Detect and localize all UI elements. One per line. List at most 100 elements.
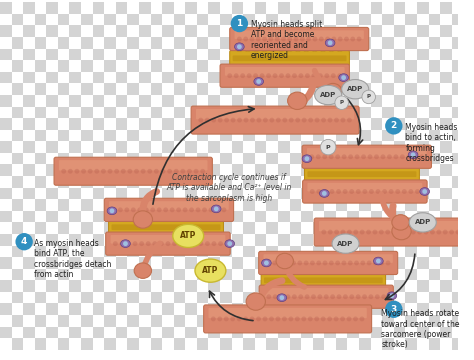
Ellipse shape [319, 190, 329, 197]
Bar [347, 222, 359, 234]
Bar [70, 153, 81, 165]
Bar [104, 280, 116, 292]
Bar [382, 257, 394, 269]
Bar [162, 292, 174, 303]
Ellipse shape [133, 211, 153, 228]
Bar [278, 269, 290, 280]
Bar [23, 199, 35, 211]
Bar [394, 95, 405, 107]
Bar [104, 303, 116, 315]
Bar [313, 211, 324, 222]
Bar [278, 130, 290, 141]
Bar [428, 292, 440, 303]
Bar [104, 14, 116, 26]
Bar [405, 107, 417, 118]
Bar [162, 222, 174, 234]
Bar [162, 315, 174, 327]
Circle shape [141, 169, 146, 174]
Circle shape [331, 37, 336, 41]
Circle shape [376, 258, 381, 264]
Bar [116, 292, 128, 303]
Bar [35, 257, 46, 269]
Bar [11, 176, 23, 188]
Bar [185, 257, 197, 269]
Bar [301, 107, 313, 118]
Bar [23, 72, 35, 84]
Circle shape [187, 169, 192, 174]
Bar [301, 37, 313, 49]
Circle shape [343, 189, 347, 194]
Bar [128, 176, 139, 188]
Bar [255, 315, 266, 327]
Ellipse shape [294, 65, 302, 72]
Bar [58, 165, 70, 176]
Bar [23, 246, 35, 257]
Circle shape [163, 207, 168, 212]
Bar [46, 14, 58, 26]
Bar [116, 269, 128, 280]
Bar [35, 222, 46, 234]
Circle shape [240, 73, 245, 78]
Bar [266, 315, 278, 327]
Bar [324, 188, 336, 199]
Circle shape [334, 118, 339, 122]
Bar [81, 246, 92, 257]
Circle shape [387, 154, 392, 159]
Circle shape [322, 154, 327, 159]
Bar [162, 141, 174, 153]
Bar [313, 338, 324, 350]
Bar [255, 211, 266, 222]
Bar [162, 211, 174, 222]
Text: ADP: ADP [320, 92, 336, 98]
Bar [359, 2, 371, 14]
Bar [209, 269, 220, 280]
Bar [35, 153, 46, 165]
Bar [232, 72, 243, 84]
Bar [209, 222, 220, 234]
Bar [255, 2, 266, 14]
Bar [290, 188, 301, 199]
Bar [0, 350, 11, 360]
Bar [174, 176, 185, 188]
Bar [394, 176, 405, 188]
Bar [232, 188, 243, 199]
Bar [371, 222, 382, 234]
Bar [139, 153, 151, 165]
Circle shape [368, 154, 373, 159]
Bar [417, 269, 428, 280]
Bar [11, 327, 23, 338]
Bar [220, 72, 232, 84]
Bar [11, 350, 23, 360]
Bar [185, 234, 197, 246]
Bar [11, 234, 23, 246]
Bar [405, 246, 417, 257]
Bar [336, 49, 347, 60]
Bar [290, 118, 301, 130]
Bar [35, 292, 46, 303]
Circle shape [211, 118, 216, 122]
Bar [11, 95, 23, 107]
Bar [139, 37, 151, 49]
Circle shape [209, 207, 213, 212]
Bar [92, 234, 104, 246]
Bar [58, 2, 70, 14]
Bar [255, 188, 266, 199]
Bar [255, 338, 266, 350]
Bar [92, 303, 104, 315]
Circle shape [316, 261, 321, 265]
Bar [151, 60, 162, 72]
Bar [359, 257, 371, 269]
Bar [266, 141, 278, 153]
Circle shape [310, 261, 315, 265]
Bar [359, 199, 371, 211]
Bar [70, 222, 81, 234]
Bar [290, 2, 301, 14]
Circle shape [291, 261, 296, 265]
Bar [23, 292, 35, 303]
Bar [232, 49, 243, 60]
Ellipse shape [184, 214, 191, 220]
Circle shape [334, 230, 339, 234]
Bar [347, 234, 359, 246]
Circle shape [185, 241, 190, 246]
Bar [347, 280, 359, 292]
